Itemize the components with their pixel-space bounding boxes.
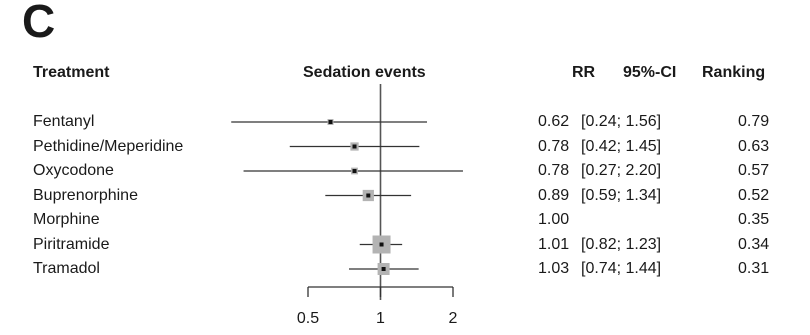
point-estimate <box>352 144 357 149</box>
ranking-value: 0.79 <box>738 113 770 130</box>
ci-value: [0.59; 1.34] <box>581 186 662 204</box>
x-tick-label: 2 <box>449 310 458 327</box>
rr-value: 0.78 <box>538 162 570 179</box>
rr-value: 0.78 <box>538 137 570 155</box>
header-rr: RR <box>572 64 596 81</box>
rr-value: 1.03 <box>538 260 570 277</box>
treatment-name: Buprenorphine <box>33 186 138 204</box>
point-estimate <box>352 169 357 173</box>
x-tick-label: 1 <box>376 310 385 327</box>
treatment-name: Piritramide <box>33 235 110 253</box>
ranking-value: 0.31 <box>738 260 770 277</box>
point-estimate <box>381 267 386 271</box>
rr-value: 0.89 <box>538 186 570 204</box>
treatment-name: Fentanyl <box>33 113 95 130</box>
ci-value: [0.24; 1.56] <box>581 113 662 130</box>
treatment-name: Pethidine/Meperidine <box>33 137 184 155</box>
ranking-value: 0.35 <box>738 211 770 228</box>
treatment-name: Oxycodone <box>33 162 114 179</box>
treatment-name: Tramadol <box>33 260 100 277</box>
rr-value: 1.01 <box>538 235 570 253</box>
ranking-value: 0.34 <box>738 235 770 253</box>
panel-label: C <box>22 0 56 47</box>
ci-value: [0.74; 1.44] <box>581 260 662 277</box>
point-estimate <box>328 120 333 124</box>
rr-value: 0.62 <box>538 113 570 130</box>
point-estimate <box>379 242 384 247</box>
header-outcome: Sedation events <box>303 64 426 81</box>
treatment-name: Morphine <box>33 211 100 228</box>
ranking-value: 0.52 <box>738 186 770 204</box>
rr-value: 1.00 <box>538 211 570 228</box>
ranking-value: 0.57 <box>738 162 770 179</box>
ranking-value: 0.63 <box>738 137 770 155</box>
ci-value: [0.82; 1.23] <box>581 235 662 253</box>
point-estimate <box>366 193 371 198</box>
x-tick-label: 0.5 <box>297 310 319 327</box>
header-treatment: Treatment <box>33 64 110 81</box>
ci-value: [0.27; 2.20] <box>581 162 662 179</box>
ci-value: [0.42; 1.45] <box>581 137 662 155</box>
header-ci: 95%-CI <box>623 64 677 81</box>
header-ranking: Ranking <box>702 64 766 81</box>
